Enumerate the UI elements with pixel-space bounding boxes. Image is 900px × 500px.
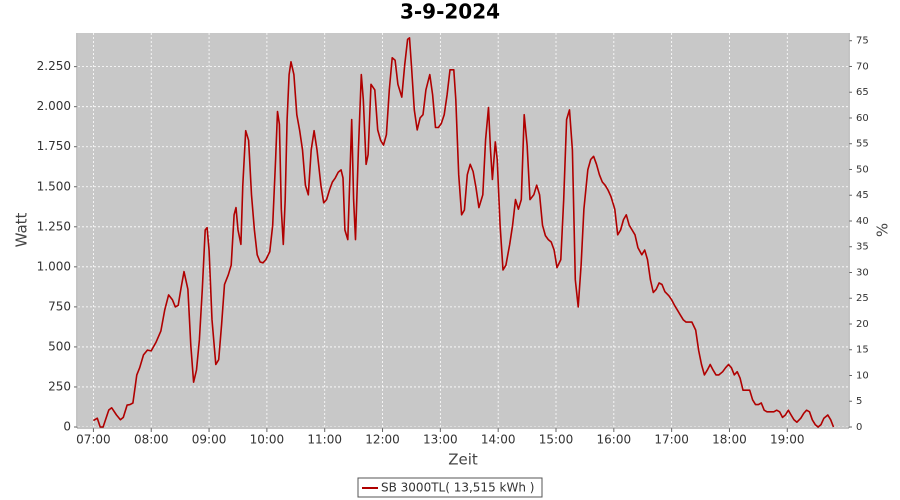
y-axis-label: Watt — [13, 212, 31, 247]
x-tick-label: 17:00 — [654, 433, 689, 447]
x-tick-label: 14:00 — [481, 433, 516, 447]
x-tick-label: 07:00 — [76, 433, 111, 447]
legend-label: SB 3000TL( 13,515 kWh ) — [381, 481, 534, 495]
legend-box — [357, 477, 543, 498]
y2-tick-label: 75 — [856, 36, 869, 47]
series-line — [92, 37, 835, 428]
y2-tick-label: 5 — [856, 396, 862, 407]
x-tick-label: 10:00 — [250, 433, 285, 447]
y-tick-label: 250 — [48, 379, 71, 393]
y2-tick-label: 60 — [856, 113, 869, 124]
x-tick-label: 19:00 — [770, 433, 805, 447]
y2-tick-label: 0 — [856, 422, 862, 433]
y-tick-label: 1.500 — [37, 179, 71, 193]
y2-tick-label: 20 — [856, 319, 869, 330]
x-tick-label: 13:00 — [423, 433, 458, 447]
y2-tick-label: 25 — [856, 293, 869, 304]
y2-tick-label: 45 — [856, 190, 869, 201]
y2-tick-label: 35 — [856, 242, 869, 253]
chart-title: 3-9-2024 — [400, 0, 500, 24]
x-tick-label: 09:00 — [192, 433, 227, 447]
y-tick-label: 750 — [48, 299, 71, 313]
y2-tick-label: 15 — [856, 345, 869, 356]
x-tick-label: 15:00 — [539, 433, 574, 447]
y-tick-label: 1.750 — [37, 139, 71, 153]
x-axis-label: Zeit — [448, 451, 478, 469]
x-tick-label: 16:00 — [597, 433, 632, 447]
y2-tick-label: 70 — [856, 61, 869, 72]
x-tick-label: 18:00 — [712, 433, 747, 447]
y-tick-label: 2.250 — [37, 59, 71, 73]
x-tick-label: 11:00 — [307, 433, 342, 447]
x-tick-label: 08:00 — [134, 433, 169, 447]
y2-axis-label: % — [874, 223, 892, 237]
y-tick-label: 1.000 — [37, 259, 71, 273]
y2-tick-label: 55 — [856, 139, 869, 150]
y2-tick-label: 10 — [856, 370, 869, 381]
y-tick-label: 1.250 — [37, 219, 71, 233]
y2-tick-label: 40 — [856, 216, 869, 227]
x-tick-label: 12:00 — [365, 433, 400, 447]
y2-tick-label: 50 — [856, 164, 869, 175]
plot-area — [78, 33, 848, 427]
y2-tick-label: 65 — [856, 87, 869, 98]
y-tick-label: 2.000 — [37, 99, 71, 113]
y2-tick-label: 30 — [856, 267, 869, 278]
y-tick-label: 500 — [48, 339, 71, 353]
y-tick-label: 0 — [63, 420, 71, 434]
